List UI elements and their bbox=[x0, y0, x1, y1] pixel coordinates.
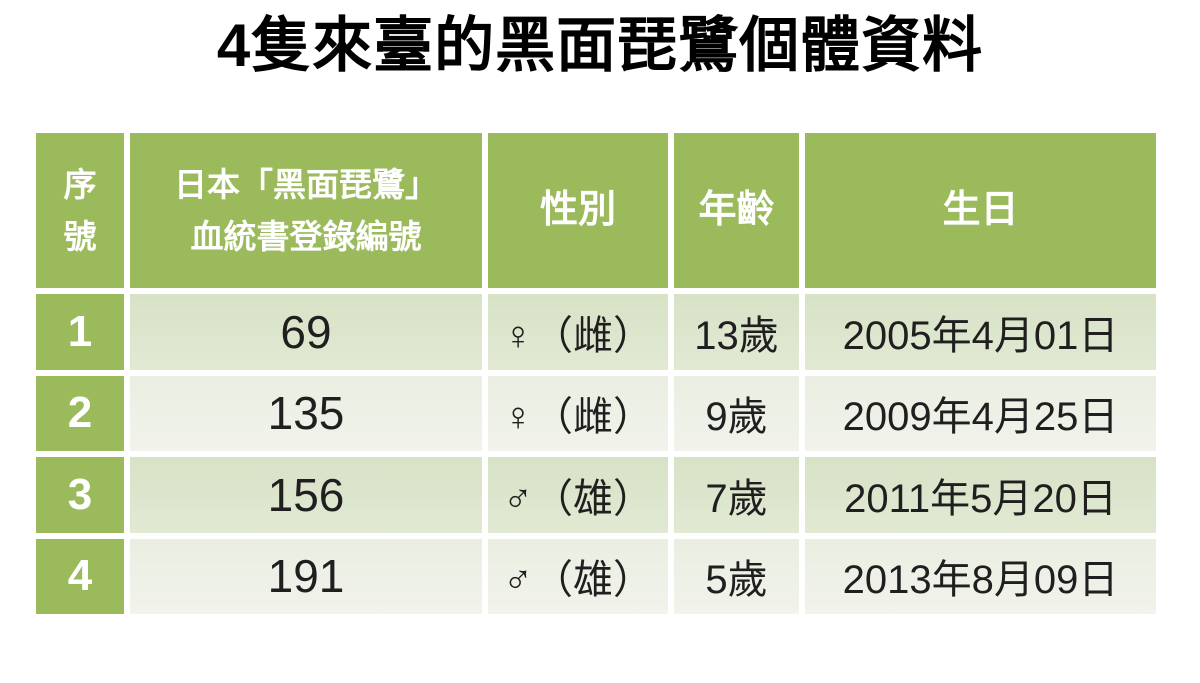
row1-sex: ♀（雌） bbox=[488, 294, 668, 370]
row2-sex: ♀（雌） bbox=[488, 375, 668, 451]
column-header-sex: 性別 bbox=[488, 133, 668, 288]
spoonbill-data-table: 序 號 日本「黑面琵鷺」 血統書登錄編號 性別 年齡 生日 1 69 ♀（雌） … bbox=[36, 133, 1156, 614]
column-header-birthday: 生日 bbox=[805, 133, 1156, 288]
row4-serial: 4 bbox=[36, 538, 124, 614]
header-line: 號 bbox=[63, 217, 97, 255]
row3-pedigree-no: 156 bbox=[130, 457, 482, 533]
row3-serial: 3 bbox=[36, 457, 124, 533]
header-line: 血統書登錄編號 bbox=[190, 217, 422, 255]
column-header-serial: 序 號 bbox=[36, 133, 124, 288]
column-header-pedigree-no: 日本「黑面琵鷺」 血統書登錄編號 bbox=[130, 133, 482, 288]
row4-sex: ♂（雄） bbox=[488, 538, 668, 614]
row2-pedigree-no: 135 bbox=[130, 375, 482, 451]
header-line: 生日 bbox=[942, 189, 1019, 232]
row1-age: 13歲 bbox=[674, 294, 799, 370]
row1-birthday: 2005年4月01日 bbox=[805, 294, 1156, 370]
row4-birthday: 2013年8月09日 bbox=[805, 538, 1156, 614]
row1-pedigree-no: 69 bbox=[130, 294, 482, 370]
header-line: 日本「黑面琵鷺」 bbox=[174, 166, 438, 204]
row3-birthday: 2011年5月20日 bbox=[805, 457, 1156, 533]
page-title: 4隻來臺的黑面琵鷺個體資料 bbox=[216, 12, 984, 79]
row1-serial: 1 bbox=[36, 294, 124, 370]
row3-age: 7歲 bbox=[674, 457, 799, 533]
row4-pedigree-no: 191 bbox=[130, 538, 482, 614]
header-line: 年齡 bbox=[698, 189, 775, 232]
row3-sex: ♂（雄） bbox=[488, 457, 668, 533]
header-line: 性別 bbox=[539, 189, 616, 232]
column-header-age: 年齡 bbox=[674, 133, 799, 288]
row4-age: 5歲 bbox=[674, 538, 799, 614]
row2-birthday: 2009年4月25日 bbox=[805, 375, 1156, 451]
header-line: 序 bbox=[63, 166, 97, 204]
row2-serial: 2 bbox=[36, 375, 124, 451]
row2-age: 9歲 bbox=[674, 375, 799, 451]
